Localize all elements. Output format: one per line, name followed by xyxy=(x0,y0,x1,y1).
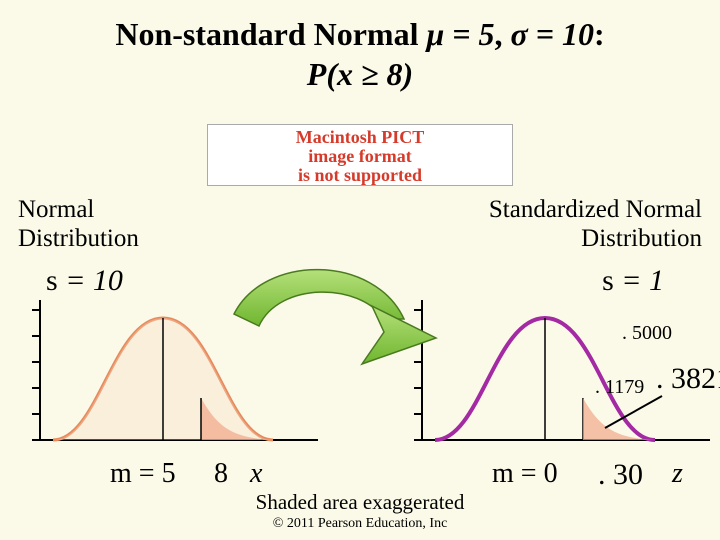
right-chart: . 5000 . 1179 . 3821 m = 0 . 30 z xyxy=(400,300,700,460)
pict-line1: Macintosh PICT xyxy=(208,128,512,147)
left-dist-l2: Distribution xyxy=(18,225,139,254)
right-mu-label: m = 0 xyxy=(492,458,558,490)
right-dist-l2: Distribution xyxy=(489,225,702,254)
p1179: . 1179 xyxy=(595,376,644,399)
sigma-right: s = 1 xyxy=(602,264,664,298)
mu-sym-right: m xyxy=(492,458,514,489)
sigma-val-right: = 1 xyxy=(614,264,664,297)
sigma-left: s = 10 xyxy=(46,264,123,298)
sigma-val-left: = 10 xyxy=(58,264,123,297)
right-dist-l1: Standardized Normal xyxy=(489,196,702,225)
pict-line3: is not supported xyxy=(208,166,512,185)
title-prob: (x ≥ 8) xyxy=(326,56,413,92)
mu-val-right: = 0 xyxy=(514,458,558,489)
p3821: . 3821 xyxy=(656,362,720,396)
right-dist-label: Standardized Normal Distribution xyxy=(489,196,702,254)
title-sigma: σ = 10 xyxy=(511,16,594,52)
left-mu-label: m = 5 xyxy=(110,458,176,490)
z30: . 30 xyxy=(598,458,643,492)
mu-val-left: = 5 xyxy=(132,458,176,489)
mu-sym-left: m xyxy=(110,458,132,489)
transform-arrow xyxy=(224,264,444,394)
left-8-label: 8 xyxy=(214,458,228,490)
footer-copyright: © 2011 Pearson Education, Inc xyxy=(0,516,720,532)
sigma-sym-right: s xyxy=(602,264,614,297)
p5000: . 5000 xyxy=(622,322,672,345)
title-colon: : xyxy=(594,16,605,52)
footer-shaded: Shaded area exaggerated xyxy=(0,490,720,515)
sigma-sym-left: s xyxy=(46,264,58,297)
left-dist-l1: Normal xyxy=(18,196,139,225)
title-text-1: Non-standard Normal xyxy=(115,16,426,52)
title-comma: , xyxy=(495,16,511,52)
right-z-var: z xyxy=(672,458,683,490)
arrow-svg xyxy=(224,264,444,394)
title-mu: μ = 5 xyxy=(426,16,494,52)
page-title: Non-standard Normal μ = 5, σ = 10: P(x ≥… xyxy=(0,0,720,94)
left-x-var: x xyxy=(250,458,262,490)
title-p: P xyxy=(307,56,327,92)
pict-placeholder: Macintosh PICT image format is not suppo… xyxy=(207,124,513,186)
pict-line2: image format xyxy=(208,147,512,166)
left-dist-label: Normal Distribution xyxy=(18,196,139,254)
